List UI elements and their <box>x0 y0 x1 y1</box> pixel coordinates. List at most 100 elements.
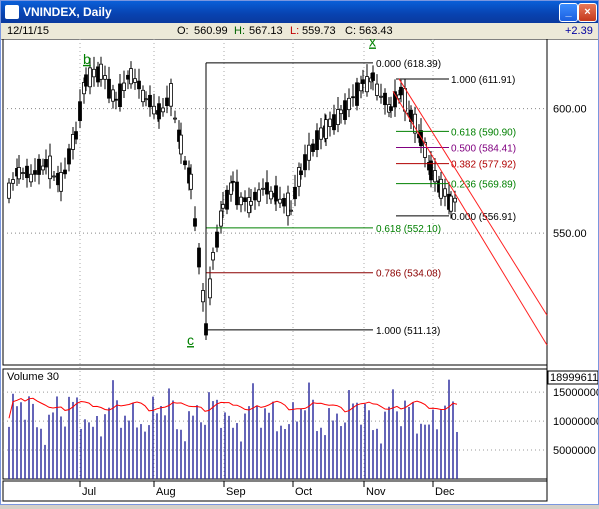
candle-down <box>351 96 355 99</box>
candle-down <box>383 92 387 106</box>
title-bar[interactable]: VNINDEX, Daily _ × <box>1 1 598 23</box>
candle-up <box>122 82 126 91</box>
candle-up <box>11 179 15 184</box>
candle-up <box>21 172 25 174</box>
candle-down <box>63 169 67 175</box>
candle-down <box>225 189 229 210</box>
candle-up <box>289 209 293 212</box>
candle-down <box>137 80 141 90</box>
candle-up <box>211 252 215 261</box>
candle-down <box>114 98 118 101</box>
candle-up <box>423 141 427 158</box>
candle-down <box>215 231 219 248</box>
candle-up <box>239 196 243 206</box>
candle-down <box>371 72 375 81</box>
volume-tick-label: 5000000 <box>553 445 596 457</box>
high-value: 567.13 <box>249 25 283 37</box>
candle-up <box>88 67 92 88</box>
candle-up <box>339 109 343 115</box>
time-axis-label: Aug <box>156 486 176 498</box>
channel-line <box>398 78 548 316</box>
change-value: +2.39 <box>565 25 593 37</box>
wave-label: b <box>83 51 91 67</box>
candle-up <box>17 167 21 180</box>
candle-down <box>107 78 111 99</box>
candle-down <box>84 74 88 87</box>
candle-down <box>193 218 197 227</box>
volume-moving-average <box>8 397 458 419</box>
candle-up <box>347 97 351 111</box>
chart-area[interactable]: 600.00 550.00 Jul Aug Sep Oct Nov Dec b c x 0.000 (… <box>1 33 599 504</box>
candle-down <box>67 148 71 165</box>
candle-up <box>336 109 340 126</box>
candle-down <box>274 185 278 202</box>
close-icon[interactable]: × <box>578 3 597 22</box>
candle-down <box>96 66 100 83</box>
candle-up <box>359 82 363 92</box>
candle-up <box>99 63 103 80</box>
candle-up <box>161 107 165 113</box>
candle-up <box>7 182 11 199</box>
candle-down <box>361 79 365 85</box>
candle-up <box>111 89 115 102</box>
time-axis-label: Jul <box>82 486 96 498</box>
low-label: L: <box>290 25 300 37</box>
candle-up <box>375 83 379 96</box>
candle-down <box>197 247 201 268</box>
candle-up <box>129 68 133 85</box>
candle-down <box>299 170 303 176</box>
minimize-icon[interactable]: _ <box>559 3 578 22</box>
candle-down <box>148 94 152 108</box>
fib-label-right: 0.618 (590.90) <box>451 127 516 138</box>
chart-icon <box>5 5 19 19</box>
candle-up <box>307 144 311 161</box>
candle-up <box>257 189 261 202</box>
fib-label-right: 0.382 (577.92) <box>451 160 516 171</box>
candle-up <box>189 173 193 190</box>
candle-up <box>324 119 328 139</box>
candle-down <box>157 103 161 120</box>
candle-up <box>41 165 45 171</box>
candle-up <box>221 204 225 209</box>
fib-label-left: 0.618 (552.10) <box>376 224 441 235</box>
time-axis-label: Dec <box>435 486 455 498</box>
low-value: 559.73 <box>302 25 336 37</box>
channel-line <box>392 91 548 346</box>
quote-bar: 12/11/15 O: 560.99 H: 567.13 L: 559.73 C… <box>1 23 598 40</box>
candle-up <box>152 105 156 115</box>
close-label: C: <box>345 25 356 37</box>
candle-down <box>332 114 336 131</box>
candle-down <box>235 181 239 206</box>
volume-tick-label: 10000000 <box>553 416 598 428</box>
candle-up <box>59 172 63 192</box>
open-value: 560.99 <box>194 25 228 37</box>
candle-up <box>169 83 173 107</box>
fib-label-right: 0.500 (584.41) <box>451 143 516 154</box>
candle-down <box>355 82 359 106</box>
candle-up <box>201 290 205 303</box>
candle-up <box>103 75 107 80</box>
price-tick-label: 600.00 <box>553 104 587 116</box>
candle-up <box>413 113 417 134</box>
candle-up <box>278 198 282 204</box>
candle-up <box>52 175 56 178</box>
candle-up <box>133 78 137 83</box>
candle-up <box>144 98 148 101</box>
wave-label: c <box>187 332 194 348</box>
candle-down <box>315 130 319 151</box>
fib-label-right: 0.236 (569.89) <box>451 180 516 191</box>
candle-down <box>56 172 60 186</box>
fib-label-left: 0.000 (618.39) <box>376 59 441 70</box>
candle-up <box>297 167 301 187</box>
candle-up <box>433 170 437 183</box>
candle-up <box>439 178 443 199</box>
high-label: H: <box>234 25 245 37</box>
candle-up <box>229 182 233 195</box>
candle-down <box>393 91 397 108</box>
candle-down <box>389 106 393 111</box>
candle-up <box>286 192 290 217</box>
open-label: O: <box>177 25 189 37</box>
candle-down <box>118 83 122 108</box>
